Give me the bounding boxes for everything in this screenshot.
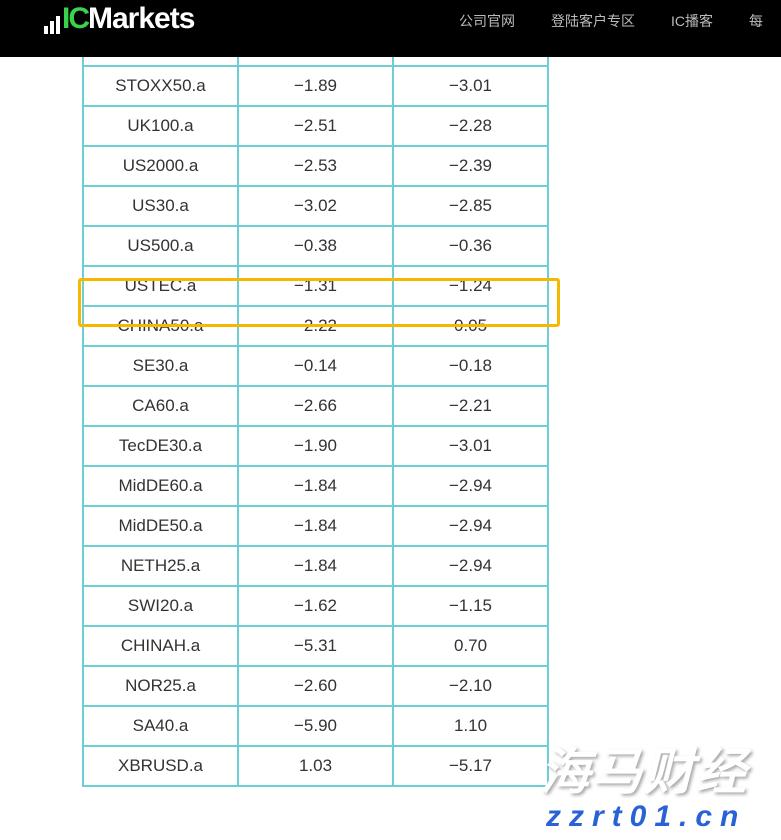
table-row: SE30.a −0.14 −0.18 bbox=[82, 345, 549, 387]
short-swap-cell: −0.36 bbox=[392, 225, 549, 267]
table-row: US500.a −0.38 −0.36 bbox=[82, 225, 549, 267]
short-swap-cell: −5.17 bbox=[392, 745, 549, 787]
short-swap-cell: −2.28 bbox=[392, 105, 549, 147]
table-row: SWI20.a −1.62 −1.15 bbox=[82, 585, 549, 627]
table-row: US30.a −3.02 −2.85 bbox=[82, 185, 549, 227]
long-swap-cell: 1.03 bbox=[237, 745, 394, 787]
table-row: XBRUSD.a 1.03 −5.17 bbox=[82, 745, 549, 787]
symbol-cell: SA40.a bbox=[82, 705, 239, 747]
short-swap-cell: −2.85 bbox=[392, 185, 549, 227]
short-swap-cell: −2.10 bbox=[392, 665, 549, 707]
logo-markets: Markets bbox=[88, 2, 195, 35]
symbol-cell: TecDE30.a bbox=[82, 425, 239, 467]
long-swap-cell: −1.62 bbox=[237, 585, 394, 627]
long-swap-cell: −0.14 bbox=[237, 345, 394, 387]
short-swap-cell: −3.01 bbox=[392, 65, 549, 107]
table-row: MidDE50.a −1.84 −2.94 bbox=[82, 505, 549, 547]
long-swap-cell: −1.31 bbox=[237, 265, 394, 307]
short-swap-cell: −2.94 bbox=[392, 545, 549, 587]
long-swap-cell: −2.53 bbox=[237, 145, 394, 187]
short-swap-cell: 0.70 bbox=[392, 625, 549, 667]
long-swap-cell: −1.90 bbox=[237, 425, 394, 467]
symbol-cell: NOR25.a bbox=[82, 665, 239, 707]
table-row: NETH25.a −1.84 −2.94 bbox=[82, 545, 549, 587]
watermark-url: zzrt01.cn bbox=[546, 800, 747, 833]
table-row: CHINAH.a −5.31 0.70 bbox=[82, 625, 549, 667]
nav-client-login[interactable]: 登陆客户专区 bbox=[551, 13, 635, 29]
short-swap-cell: −1.24 bbox=[392, 265, 549, 307]
symbol-cell: SE30.a bbox=[82, 345, 239, 387]
table-row: STOXX50.a −1.89 −3.01 bbox=[82, 65, 549, 107]
symbol-cell: MidDE50.a bbox=[82, 505, 239, 547]
table-row: US2000.a −2.53 −2.39 bbox=[82, 145, 549, 187]
table-row: USTEC.a −1.31 −1.24 bbox=[82, 265, 549, 307]
long-swap-cell: −1.84 bbox=[237, 505, 394, 547]
symbol-cell: STOXX50.a bbox=[82, 65, 239, 107]
symbol-cell: CHINAH.a bbox=[82, 625, 239, 667]
symbol-cell: XBRUSD.a bbox=[82, 745, 239, 787]
short-swap-cell: 1.10 bbox=[392, 705, 549, 747]
symbol-cell: MidDE60.a bbox=[82, 465, 239, 507]
short-swap-cell: −2.94 bbox=[392, 505, 549, 547]
short-swap-cell: −0.18 bbox=[392, 345, 549, 387]
short-swap-cell: 0.05 bbox=[392, 305, 549, 347]
symbol-cell: US30.a bbox=[82, 185, 239, 227]
table-row: MidDE60.a −1.84 −2.94 bbox=[82, 465, 549, 507]
long-swap-cell: −5.90 bbox=[237, 705, 394, 747]
long-swap-cell: −1.84 bbox=[237, 545, 394, 587]
short-swap-cell: −2.94 bbox=[392, 465, 549, 507]
ic-markets-logo[interactable]: IC Markets bbox=[44, 2, 195, 35]
table-row: NOR25.a −2.60 −2.10 bbox=[82, 665, 549, 707]
table-row: CA60.a −2.66 −2.21 bbox=[82, 385, 549, 427]
long-swap-cell: −1.89 bbox=[237, 65, 394, 107]
logo-ic: IC bbox=[62, 2, 90, 35]
symbol-cell: CHINA50.a bbox=[82, 305, 239, 347]
watermark: 海马财经 zzrt01.cn bbox=[540, 745, 748, 835]
swap-rates-table: STOXX50.a −1.89 −3.01 UK100.a −2.51 −2.28 US20… bbox=[82, 25, 549, 787]
table-row: UK100.a −2.51 −2.28 bbox=[82, 105, 549, 147]
symbol-cell: UK100.a bbox=[82, 105, 239, 147]
nav-more[interactable]: 每 bbox=[749, 13, 763, 29]
table-row: TecDE30.a −1.90 −3.01 bbox=[82, 425, 549, 467]
long-swap-cell: −2.51 bbox=[237, 105, 394, 147]
long-swap-cell: −2.60 bbox=[237, 665, 394, 707]
long-swap-cell: −2.22 bbox=[237, 305, 394, 347]
long-swap-cell: −3.02 bbox=[237, 185, 394, 227]
symbol-cell: CA60.a bbox=[82, 385, 239, 427]
short-swap-cell: −2.21 bbox=[392, 385, 549, 427]
long-swap-cell: −1.84 bbox=[237, 465, 394, 507]
short-swap-cell: −1.15 bbox=[392, 585, 549, 627]
symbol-cell: SWI20.a bbox=[82, 585, 239, 627]
short-swap-cell: −3.01 bbox=[392, 425, 549, 467]
site-header: IC Markets 公司官网 登陆客户专区 IC播客 每 bbox=[0, 0, 781, 57]
long-swap-cell: −2.66 bbox=[237, 385, 394, 427]
symbol-cell: USTEC.a bbox=[82, 265, 239, 307]
nav-ic-podcast[interactable]: IC播客 bbox=[671, 13, 713, 29]
nav-official-site[interactable]: 公司官网 bbox=[459, 13, 515, 29]
symbol-cell: US2000.a bbox=[82, 145, 239, 187]
long-swap-cell: −5.31 bbox=[237, 625, 394, 667]
bar-chart-icon bbox=[44, 12, 60, 34]
top-nav: 公司官网 登陆客户专区 IC播客 每 bbox=[459, 11, 763, 31]
symbol-cell: NETH25.a bbox=[82, 545, 239, 587]
short-swap-cell: −2.39 bbox=[392, 145, 549, 187]
symbol-cell: US500.a bbox=[82, 225, 239, 267]
table-row: CHINA50.a −2.22 0.05 bbox=[82, 305, 549, 347]
watermark-name: 海马财经 bbox=[540, 744, 748, 800]
long-swap-cell: −0.38 bbox=[237, 225, 394, 267]
table-row: SA40.a −5.90 1.10 bbox=[82, 705, 549, 747]
